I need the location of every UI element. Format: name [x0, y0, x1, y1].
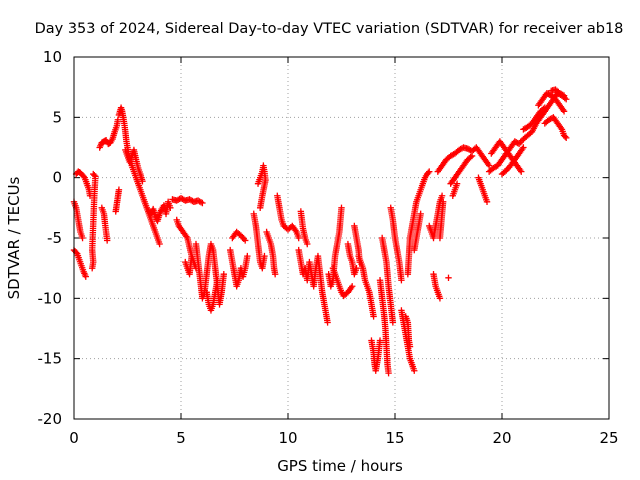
data-point — [541, 104, 548, 111]
y-tick-label: -15 — [38, 350, 63, 368]
data-point — [439, 198, 447, 205]
x-tick-label: 0 — [69, 429, 79, 447]
data-point — [349, 283, 356, 290]
data-point — [88, 264, 96, 272]
data-point — [501, 168, 509, 175]
data-point — [563, 96, 570, 103]
data-point — [445, 274, 452, 282]
plot-frame — [73, 56, 610, 420]
x-tick-label: 25 — [599, 429, 618, 447]
data-point — [561, 133, 569, 140]
x-tick-label: 5 — [176, 429, 186, 447]
data-points — [70, 86, 570, 377]
data-point — [139, 178, 146, 185]
data-point — [91, 172, 98, 179]
data-point — [559, 91, 566, 99]
data-point — [389, 319, 397, 326]
data-point — [261, 252, 268, 260]
y-tick-label: -20 — [38, 410, 63, 428]
data-point — [406, 343, 414, 350]
data-point — [398, 277, 405, 284]
data-point — [560, 108, 568, 115]
data-point — [199, 199, 206, 207]
y-tick-label: 10 — [43, 48, 62, 66]
data-point — [220, 271, 227, 278]
data-point — [112, 208, 119, 215]
y-tick-label: 0 — [52, 169, 62, 187]
data-point — [540, 105, 547, 113]
data-point — [436, 295, 444, 302]
data-point — [514, 139, 521, 147]
y-axis-label: SDTVAR / TECUs — [5, 176, 23, 299]
data-point — [370, 313, 377, 320]
data-point — [353, 264, 360, 272]
data-point — [79, 234, 86, 242]
data-point — [376, 337, 384, 344]
data-point — [114, 116, 122, 123]
data-point — [385, 369, 392, 377]
data-point — [468, 152, 476, 160]
data-point — [156, 240, 163, 248]
data-point — [426, 168, 433, 175]
data-point — [563, 134, 570, 142]
data-point — [424, 169, 432, 177]
data-point — [483, 198, 491, 205]
data-point — [324, 319, 331, 326]
data-point — [417, 210, 424, 218]
data-point — [518, 168, 525, 175]
data-point — [271, 271, 279, 278]
data-point — [485, 162, 493, 169]
data-point — [242, 237, 249, 244]
y-tick-label: -10 — [38, 289, 63, 307]
data-point — [338, 204, 345, 212]
grid-lines — [74, 57, 609, 419]
y-tick-labels: 10 5 0 -5 -10 -15 -20 — [38, 48, 63, 428]
y-tick-label: 5 — [52, 108, 62, 126]
data-point — [438, 192, 446, 199]
data-point — [188, 252, 195, 260]
data-point — [411, 367, 418, 374]
data-point — [236, 231, 243, 238]
data-point — [467, 153, 474, 161]
data-point — [103, 237, 111, 244]
data-point — [256, 204, 264, 212]
y-tick-label: -5 — [47, 229, 62, 247]
data-point — [80, 173, 87, 180]
x-tick-label: 10 — [278, 429, 297, 447]
data-point — [560, 92, 568, 99]
data-point — [304, 240, 311, 248]
data-point — [453, 180, 461, 187]
data-point — [82, 273, 89, 280]
chart-title: Day 353 of 2024, Sidereal Day-to-day VTE… — [35, 21, 624, 37]
data-point — [520, 144, 527, 151]
data-point — [214, 277, 221, 284]
x-tick-label: 15 — [385, 429, 404, 447]
data-point — [167, 204, 174, 212]
data-point — [244, 252, 251, 260]
x-axis-label: GPS time / hours — [277, 457, 403, 475]
x-tick-label: 20 — [492, 429, 511, 447]
data-point — [295, 234, 302, 242]
data-point — [197, 199, 205, 206]
x-tick-labels: 0 5 10 15 20 25 — [69, 429, 618, 447]
